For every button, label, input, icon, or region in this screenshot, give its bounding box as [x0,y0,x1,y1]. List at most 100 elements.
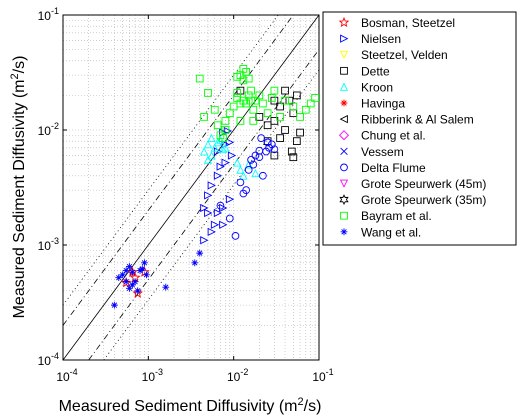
data-point-kroon [221,143,230,152]
data-point-bayram-et-al [239,76,248,85]
legend-marker-kroon [339,82,349,91]
data-point-bayram-et-al [255,91,264,100]
legend-label-grote-speurwerk-45m: Grote Speurwerk (45m) [361,177,486,191]
legend-marker-bosman-steetzel [338,16,350,28]
data-point-wang-et-al [191,259,199,267]
data-point-dette [289,153,298,162]
legend-label-nielsen: Nielsen [361,32,401,46]
x-tick-label: 10-3 [142,367,163,384]
legend-marker-bayram-et-al [340,211,348,220]
data-point-delta-flume [236,178,245,187]
reference-lines [62,14,320,361]
data-point-nielsen [213,208,223,218]
data-point-dette [292,137,301,145]
data-point-bayram-et-al [221,126,230,134]
data-point-delta-flume [251,151,260,160]
data-point-bayram-et-al [210,105,219,114]
data-point-nielsen [221,158,230,167]
data-point-bayram-et-al [251,96,260,105]
data-point-dette [292,91,301,100]
data-point-delta-flume [259,171,267,180]
data-point-nielsen [200,236,209,245]
data-point-bayram-et-al [249,117,258,125]
data-point-wang-et-al [196,249,204,257]
data-point-wang-et-al [162,283,170,291]
data-point-nielsen [216,162,225,171]
legend-label-grote-speurwerk-35m: Grote Speurwerk (35m) [361,193,486,207]
data-point-bayram-et-al [195,74,204,83]
data-point-wang-et-al [110,301,118,309]
data-point-bayram-et-al [296,113,304,121]
data-point-bayram-et-al [249,105,258,114]
data-point-bayram-et-al [233,89,242,97]
data-point-bayram-et-al [247,96,255,105]
data-point-delta-flume [247,156,255,164]
data-point-kroon [216,135,225,144]
data-point-nielsen [207,227,216,237]
data-point-dette [287,147,296,156]
data-point-kroon [203,139,213,149]
x-axis-label: Measured Sediment Diffusivity (m2/s) [59,396,322,415]
legend-marker-chung-et-al [338,130,350,141]
x-tick-label: 10-4 [56,367,77,384]
data-point-nielsen [225,195,235,204]
data-point-bayram-et-al [281,96,289,105]
data-point-dette [270,96,279,105]
legend-label-bosman-steetzel: Bosman, Steetzel [361,16,455,30]
x-tick-label: 10-2 [227,367,248,384]
data-point-bayram-et-al [270,86,279,95]
plot-area [62,14,320,361]
legend-marker-dette [340,66,348,75]
data-point-dette [270,151,279,160]
legend-marker-delta-flume [340,163,348,172]
legend-label-chung-et-al: Chung et al. [361,129,426,143]
data-point-nielsen [223,126,233,136]
data-point-dette [276,134,284,142]
legend-label-havinga: Havinga [361,97,405,111]
legend-marker-havinga [340,99,348,107]
y-axis-label: Measured Sediment Diffusivity (m2/s) [9,56,28,319]
reference-line-dotted [103,69,320,361]
data-point-dette [285,96,294,105]
legend-marker-nielsen [340,34,349,43]
data-point-delta-flume [225,214,234,223]
legend-label-dette: Dette [361,64,390,78]
data-point-kroon [251,168,260,178]
data-point-bayram-et-al [259,99,267,108]
data-point-bosman-steetzel [132,287,143,298]
legend-label-kroon: Kroon [361,80,393,94]
data-point-kroon [244,160,253,169]
data-point-dette [255,113,264,121]
data-point-nielsen [219,203,228,213]
data-point-kroon [233,158,242,167]
data-point-kroon [218,144,228,154]
data-point-dette [270,117,279,125]
data-point-delta-flume [257,134,266,142]
legend-marker-wang-et-al [340,228,348,236]
y-tick-label: 10-1 [38,6,59,23]
data-point-bayram-et-al [213,121,222,130]
data-point-wang-et-al [119,271,127,279]
data-point-nielsen [221,140,230,149]
y-tick-label: 10-3 [38,236,59,253]
y-tick-label: 10-2 [38,121,59,138]
reference-line-solid [62,14,320,361]
data-point-nielsen [200,203,209,213]
data-point-dette [276,102,284,111]
data-point-wang-et-al [134,287,142,295]
data-point-dette [281,126,289,134]
data-point-nielsen [219,128,228,137]
data-point-bayram-et-al [263,109,272,118]
data-point-delta-flume [244,166,253,174]
data-point-wang-et-al [128,281,136,289]
data-point-bayram-et-al [289,102,298,111]
data-point-bayram-et-al [301,105,310,114]
data-point-bayram-et-al [311,94,319,102]
data-point-kroon [199,147,209,156]
legend-label-wang-et-al: Wang et al. [361,225,421,239]
data-point-delta-flume [231,232,240,240]
data-point-delta-flume [242,186,250,194]
data-point-kroon [213,138,222,147]
legend-marker-steetzel-velden [339,50,349,60]
